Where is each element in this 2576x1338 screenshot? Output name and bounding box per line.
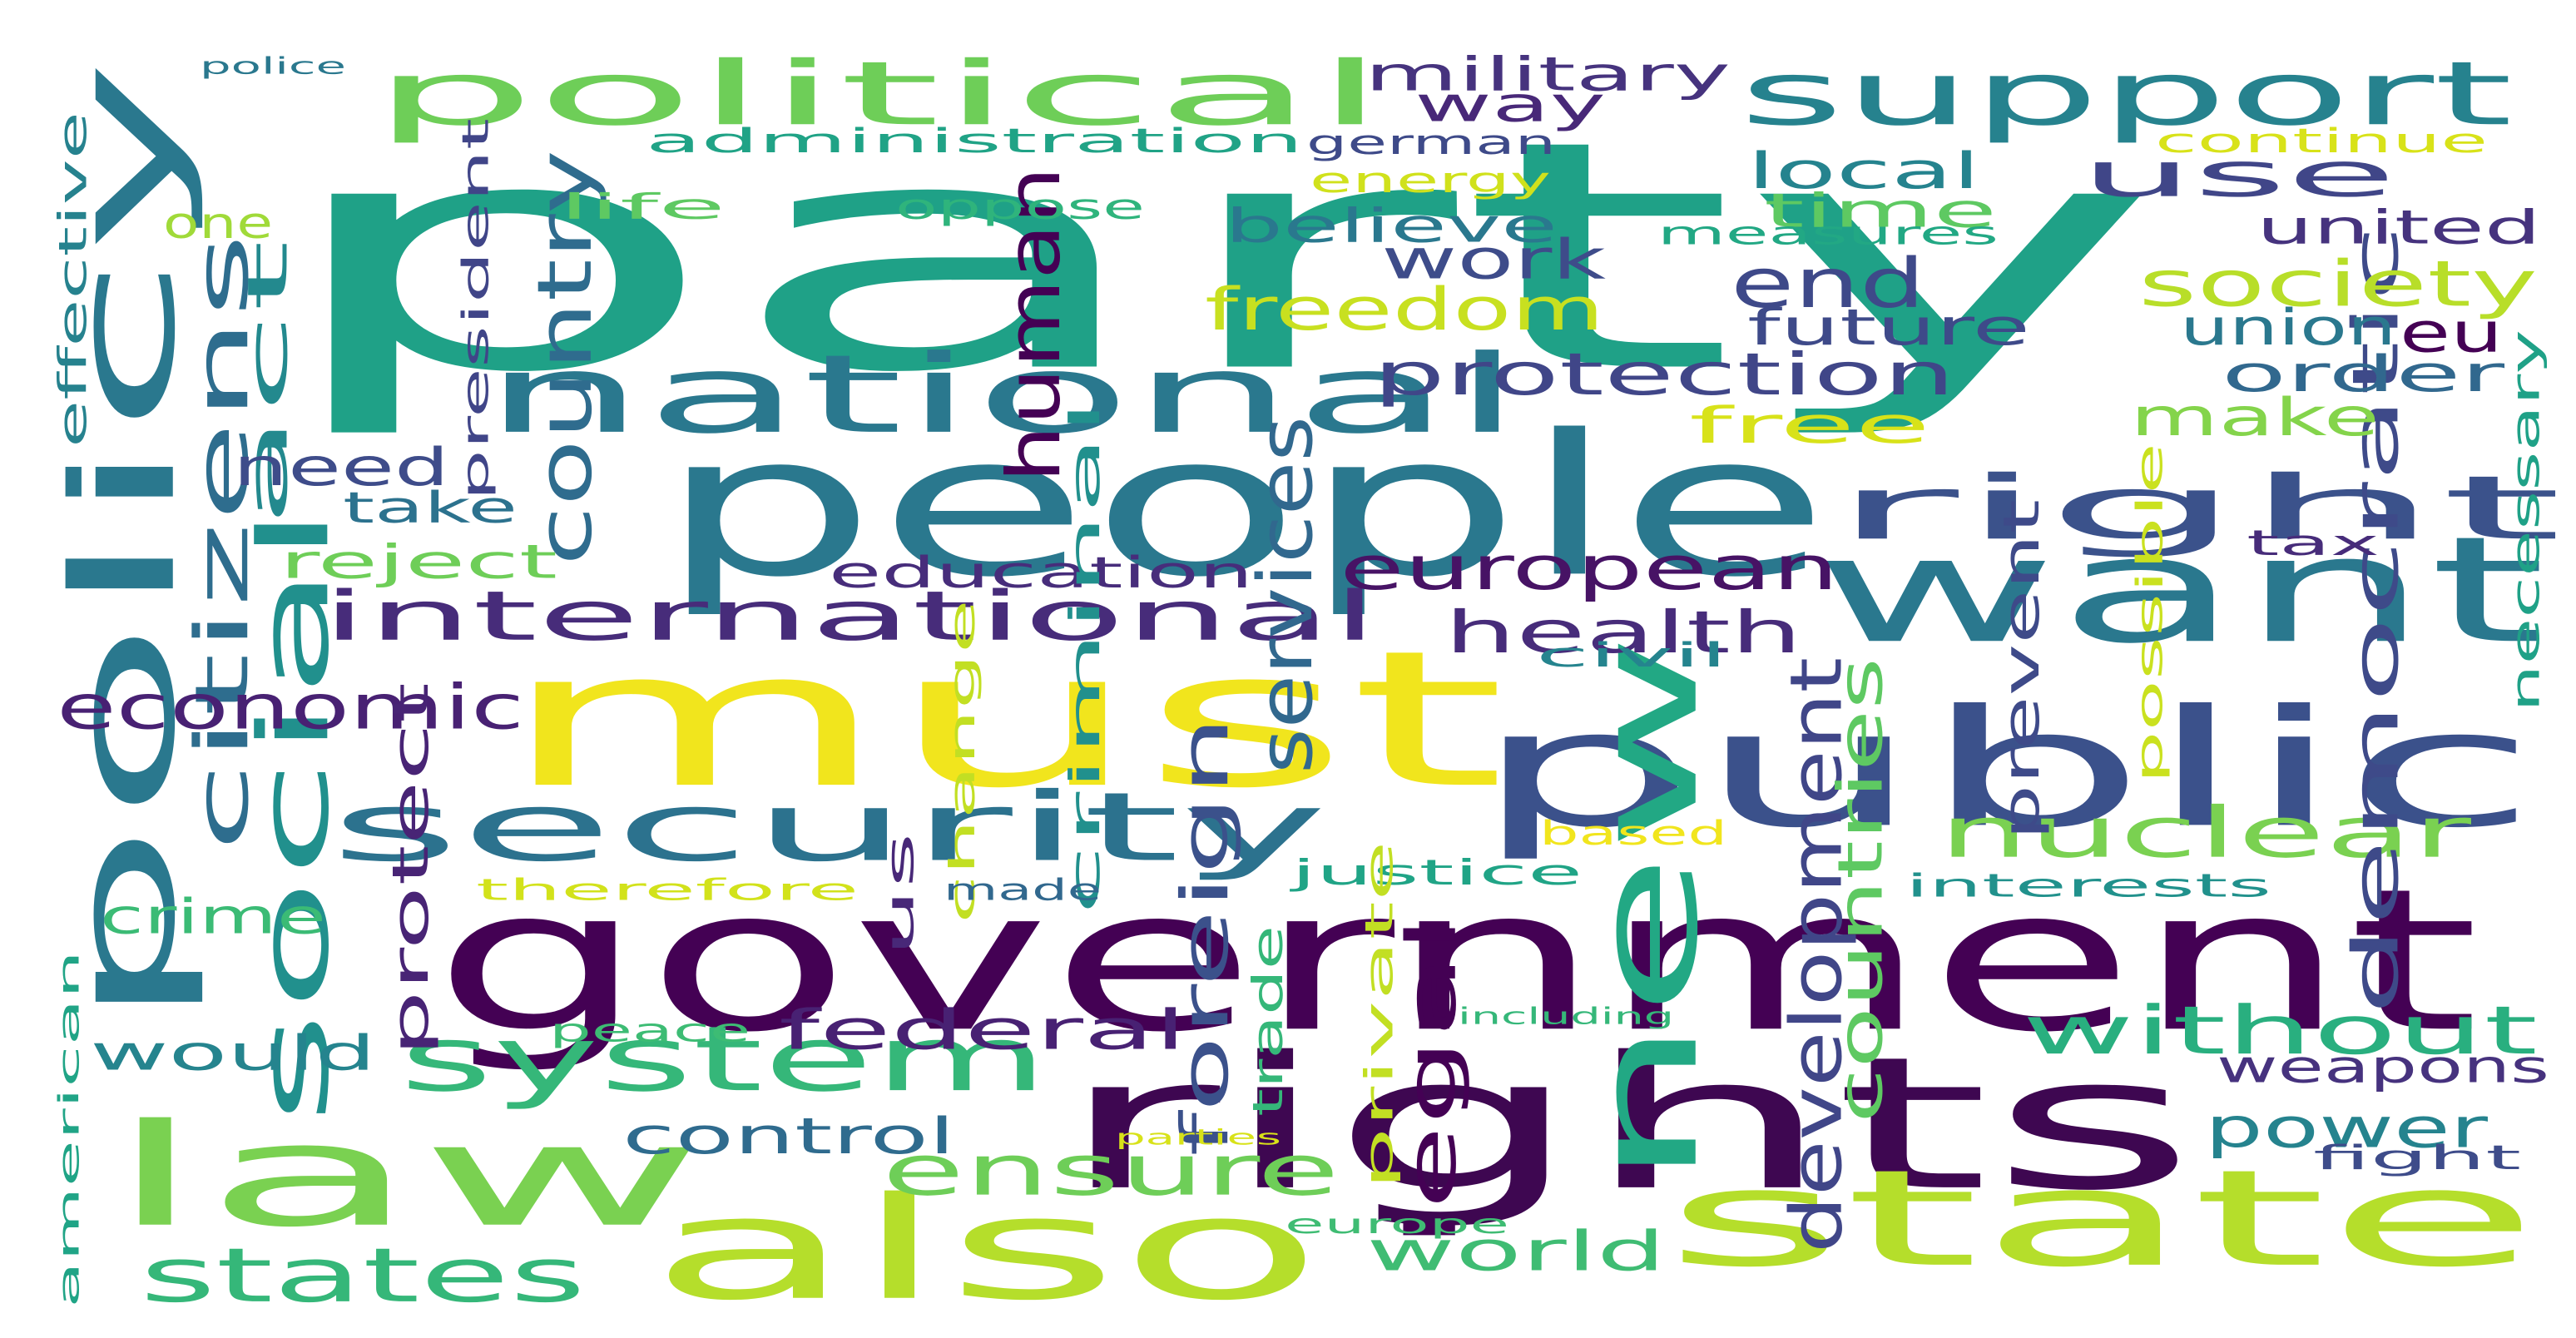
word-new: new [1563, 632, 1729, 1188]
word-states: states [140, 1231, 587, 1320]
word-crime: crime [100, 889, 327, 945]
word-free: free [1689, 396, 1931, 455]
word-american: american [52, 949, 86, 1308]
word-make: make [2130, 388, 2380, 448]
word-ensure: ensure [882, 1130, 1340, 1212]
word-local: local [1747, 141, 1981, 201]
word-administration: administration [646, 121, 1304, 161]
word-believe: believe [1225, 198, 1558, 253]
word-therefore: therefore [476, 872, 859, 908]
word-based: based [1539, 813, 1728, 853]
word-services: services [1241, 415, 1330, 774]
word-take: take [343, 482, 518, 533]
word-also: also [649, 1166, 1324, 1331]
word-reject: reject [280, 534, 558, 589]
word-national: national [483, 332, 1523, 458]
word-work: work [1381, 227, 1607, 292]
word-continue: continue [2155, 121, 2489, 161]
word-life: life [559, 186, 726, 228]
word-eu: eu [2400, 300, 2504, 365]
word-us: us [878, 831, 924, 957]
word-police: police [200, 52, 347, 80]
word-support: support [1739, 42, 2514, 146]
word-world: world [1366, 1219, 1667, 1284]
word-use: use [2080, 138, 2397, 211]
word-must: must [499, 610, 1507, 830]
word-society: society [2138, 247, 2539, 322]
word-system: system [399, 1007, 1049, 1113]
word-protection: protection [1373, 340, 1956, 409]
word-state: state [1664, 1142, 2540, 1297]
word-countries: countries [1824, 657, 1897, 1123]
word-international: international [321, 576, 1379, 657]
word-health: health [1444, 598, 1803, 667]
word-united: united [2256, 200, 2542, 255]
word-future: future [1747, 298, 2031, 357]
word-justice: justice [1291, 852, 1583, 894]
word-union: union [2180, 298, 2397, 357]
word-freedom: freedom [1205, 275, 1605, 344]
word-including: including [1458, 1003, 1675, 1030]
word-made: made [944, 872, 1102, 908]
word-security: security [329, 772, 1329, 884]
word-one: one [163, 197, 274, 249]
word-would: would [90, 1025, 377, 1082]
word-education: education [829, 547, 1254, 598]
word-necessary: necessary [2504, 329, 2549, 712]
word-end: end [1731, 243, 1926, 324]
word-order: order [2222, 344, 2505, 404]
word-criminal: criminal [1061, 399, 1110, 915]
word-civil: civil [1536, 635, 1728, 675]
word-weapons: weapons [2217, 1041, 2550, 1094]
word-measures: measures [1657, 215, 1999, 253]
word-need: need [233, 438, 450, 498]
word-political: political [371, 42, 1387, 146]
word-private: private [1357, 840, 1403, 1190]
word-effective: effective [51, 111, 97, 448]
word-time: time [1764, 183, 1998, 238]
word-possible: possible [2128, 442, 2172, 784]
word-people: people [657, 393, 1831, 620]
word-rights: rights [1057, 1018, 2197, 1231]
word-oppose: oppose [895, 186, 1146, 228]
word-government: government [433, 847, 2480, 1076]
word-parties: parties [1115, 1124, 1282, 1150]
word-european: european [1340, 533, 1840, 604]
word-europe: europe [1285, 1209, 1510, 1240]
word-interests: interests [1905, 867, 2272, 905]
word-public: public [1473, 675, 2539, 864]
word-nuclear: nuclear [1939, 792, 2472, 875]
word-military: military [1365, 47, 1731, 102]
word-fight: fight [2313, 1137, 2522, 1177]
word-president: president [453, 117, 498, 501]
word-trade: trade [1244, 925, 1293, 1117]
word-right: right [1830, 457, 2564, 560]
word-tax: tax [2247, 523, 2380, 564]
word-party: party [266, 73, 2164, 442]
word-control: control [622, 1107, 956, 1166]
word-power: power [2205, 1096, 2489, 1161]
word-legal: legal [1391, 914, 1472, 1248]
word-energy: energy [1310, 160, 1552, 201]
word-prevent: prevent [1992, 498, 2051, 840]
word-without: without [2022, 992, 2539, 1070]
word-german: german [1306, 122, 1557, 162]
word-federal: federal [779, 998, 1187, 1063]
word-foreign: foreign [1167, 715, 1243, 1157]
word-want: want [1814, 505, 2547, 676]
word-law: law [107, 1093, 706, 1258]
word-peace: peace [549, 1012, 751, 1050]
word-economic: economic [57, 671, 525, 744]
word-way: way [1414, 77, 1607, 133]
word-protect: protect [381, 681, 440, 1057]
